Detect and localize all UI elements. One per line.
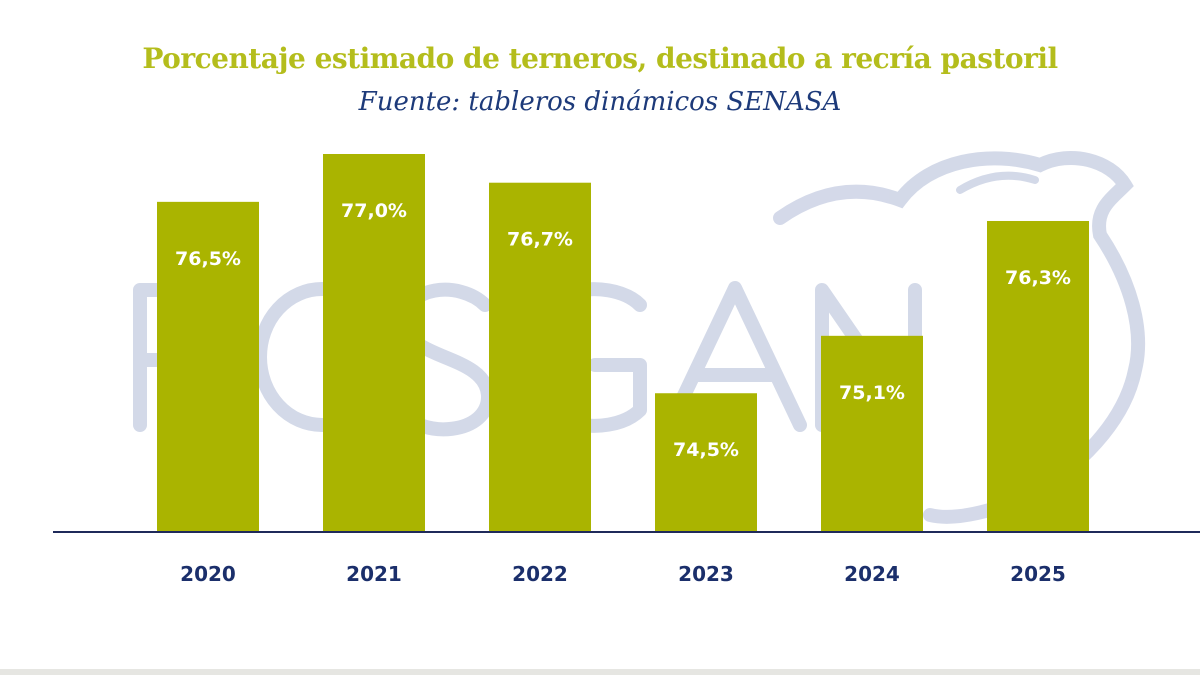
data-label: 76,5% — [175, 248, 241, 270]
data-label: 77,0% — [341, 200, 407, 222]
x-tick-label: 2023 — [678, 562, 734, 586]
bar-2025 — [987, 220, 1089, 532]
x-tick-label: 2021 — [346, 562, 402, 586]
bar-2024 — [821, 335, 923, 532]
watermark-letter-a-icon — [663, 281, 807, 432]
bar-2022 — [489, 182, 591, 532]
data-label: 75,1% — [839, 382, 905, 404]
x-tick-label: 2024 — [844, 562, 900, 586]
x-tick-label: 2022 — [512, 562, 568, 586]
x-tick-label: 2025 — [1010, 562, 1066, 586]
data-label: 74,5% — [673, 439, 739, 461]
chart-subtitle: Fuente: tableros dinámicos SENASA — [358, 87, 842, 117]
x-tick-label: 2020 — [180, 562, 236, 586]
data-label: 76,7% — [507, 229, 573, 251]
bar-2020 — [157, 201, 259, 533]
data-label: 76,3% — [1005, 267, 1071, 289]
bottom-border — [0, 669, 1200, 675]
watermark-letter-s-icon — [393, 282, 495, 437]
bar-2023 — [655, 393, 757, 532]
chart-title: Porcentaje estimado de terneros, destina… — [142, 42, 1058, 75]
bar-2021 — [323, 154, 425, 532]
